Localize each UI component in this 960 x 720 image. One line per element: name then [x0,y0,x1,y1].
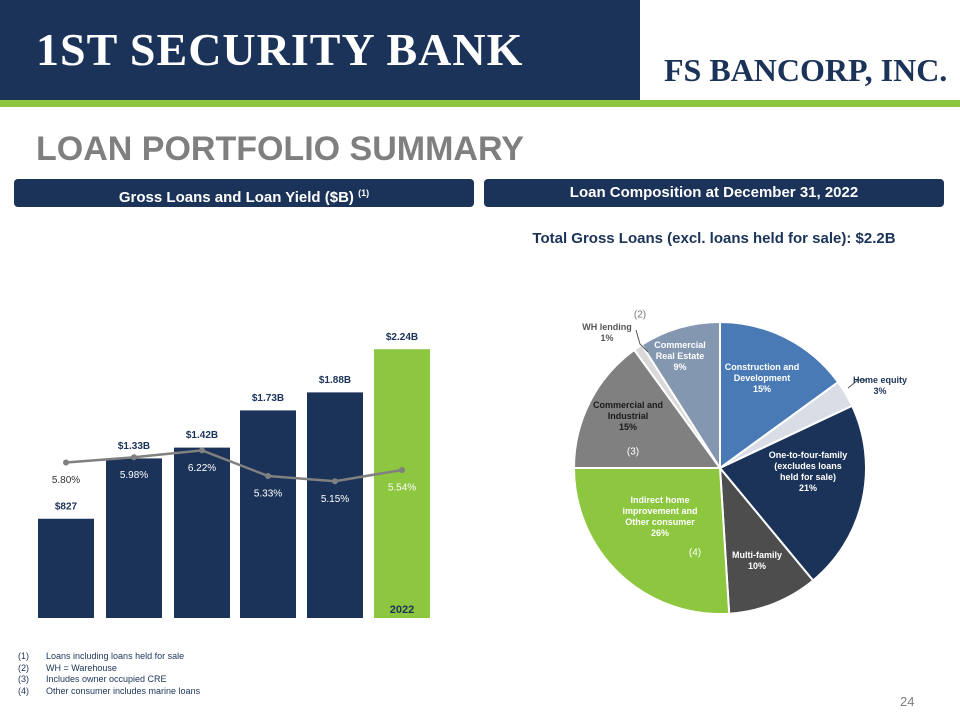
bar [374,349,430,618]
slice-value: 9% [673,362,687,372]
footnote-text: Loans including loans held for sale [46,651,185,661]
yield-label: 6.22% [188,463,216,474]
bar [38,518,94,618]
yield-line [65,449,403,483]
x-tick-label: 2017 [54,604,78,616]
divider [0,100,960,107]
bar [174,447,230,618]
slide-title: LOAN PORTFOLIO SUMMARY [36,130,524,168]
pie-label: Commercial and Industrial 15% [588,400,668,433]
pie-slice [718,404,867,582]
pie-label: Multi-family 10% [722,550,792,572]
slice-value: 26% [650,528,669,538]
slice-name: Commercial Real Estate [654,340,706,361]
slice-value: 10% [747,561,766,571]
bar-value-label: $1.88B [319,375,351,386]
yield-point [131,454,137,461]
x-tick-label: 2018 [122,604,146,616]
annotation: (3) [627,447,639,458]
yield-label: 5.15% [321,494,349,505]
slice-value: 3% [873,386,887,396]
footnote: (4) Other consumer includes marine loans [18,686,200,696]
logo-right: FS BANCORP, INC. [664,52,948,88]
footnote: (3) Includes owner occupied CRE [18,674,167,684]
footnote-marker: (4) [18,685,29,696]
logo-left: 1ST SECURITY BANK [0,0,640,100]
bar-value-label: $827 [55,501,78,512]
slice-value: 21% [798,483,817,493]
section-header: Gross Loans and Loan Yield ($B) (1) [14,179,474,207]
yield-point [63,459,69,466]
pie-label: WH lending 1% [577,322,637,344]
bar [307,392,363,618]
bar-value-label: $1.73B [252,393,284,404]
slice-name: Home equity [852,375,907,385]
annotation: (2) [634,310,646,321]
yield-point [265,473,271,480]
slice-value: 1% [600,333,614,343]
pie-label: One-to-four-family (excludes loans held … [768,450,848,494]
pie-label: Construction and Development 15% [717,362,807,395]
yield-label: 5.98% [120,470,148,481]
pie-label: Home equity 3% [845,375,915,397]
yield-point [332,478,338,485]
slice-name: Multi-family [731,550,782,560]
bar-value-label: $1.33B [118,441,150,452]
pie-slice [719,320,840,470]
section-header: Loan Composition at December 31, 2022 [484,179,944,207]
pie-label: Commercial Real Estate 9% [645,340,715,373]
slice-name: Construction and Development [724,362,800,383]
bar-value-label: $1.42B [186,430,218,441]
yield-point [399,466,405,473]
slice-value: 15% [752,384,771,394]
pie-slice [718,464,815,615]
footnote: (2) WH = Warehouse [18,663,117,673]
slice-name: Indirect home improvement and Other cons… [622,495,698,527]
slice-value: 15% [618,422,637,432]
footnote-marker: (3) [18,674,29,684]
slice-name: WH lending [582,322,632,332]
x-tick-label: 2022 [390,604,414,616]
leader-line [847,379,866,389]
annotation: (4) [689,548,701,559]
x-tick-label: 2021 [323,604,347,616]
footnote-text: Includes owner occupied CRE [46,674,167,684]
yield-point [199,447,205,454]
footnote-text: Other consumer includes marine loans [46,685,201,696]
slice-name: One-to-four-family (excludes loans held … [768,450,848,482]
x-tick-label: 2020 [256,604,280,616]
bar [106,458,162,618]
title-note: (1) [358,188,370,198]
chart-subtitle: Total Gross Loans (excl. loans held for … [532,230,896,247]
chart-title: Gross Loans and Loan Yield ($B) [118,189,354,206]
slice-name: Commercial and Industrial [592,400,664,421]
pie-slice [572,467,731,615]
leader-line [635,329,649,353]
yield-label: 5.33% [254,489,282,500]
bar-value-label: $2.24B [386,332,418,343]
footnote-marker: (2) [18,662,29,673]
page-number: 24 [900,694,915,709]
footnote-marker: (1) [18,651,29,661]
footnote: (1) Loans including loans held for sale [18,651,184,661]
yield-label: 5.80% [52,475,80,486]
pie-label: Indirect home improvement and Other cons… [610,495,710,539]
yield-label: 5.54% [388,483,416,494]
bar [240,410,296,618]
pie-slice [572,348,722,469]
x-tick-label: 2019 [190,604,214,616]
pie-slice [640,320,721,472]
footnote-text: WH = Warehouse [46,662,117,673]
